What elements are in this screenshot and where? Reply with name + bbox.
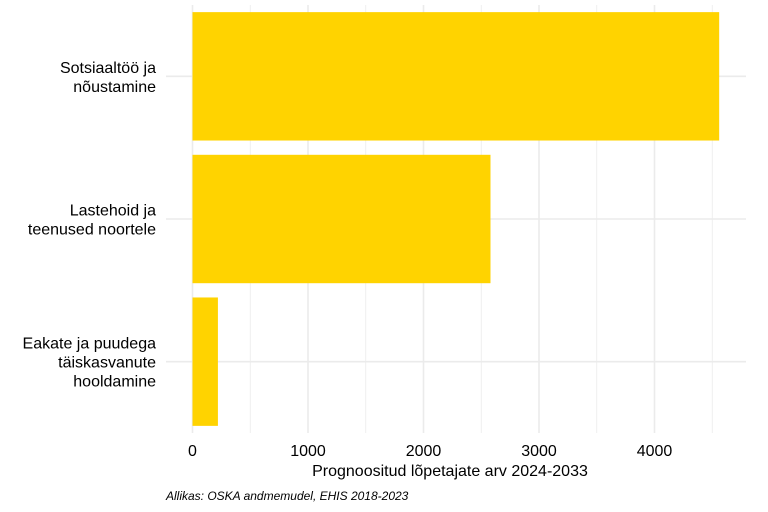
category-label-line: teenused noortele bbox=[28, 222, 156, 239]
x-tick-label: 2000 bbox=[406, 443, 442, 460]
category-label-line: täiskasvanute bbox=[58, 355, 156, 372]
bar bbox=[192, 297, 218, 426]
x-axis-title: Prognoositud lõpetajate arv 2024-2033 bbox=[312, 463, 588, 480]
x-tick-label: 0 bbox=[188, 443, 197, 460]
category-label-line: Eakate ja puudega bbox=[23, 336, 157, 353]
category-label: Sotsiaaltöö ja nõustamine bbox=[60, 60, 156, 96]
category-label-line: hooldamine bbox=[73, 374, 156, 391]
source-caption: Allikas: OSKA andmemudel, EHIS 2018-2023 bbox=[165, 489, 409, 503]
x-tick-label: 3000 bbox=[521, 443, 557, 460]
bars bbox=[192, 12, 720, 426]
category-labels: Sotsiaaltöö ja nõustamine Lastehoid ja teen… bbox=[23, 60, 157, 391]
category-label-line: Sotsiaaltöö ja bbox=[60, 60, 156, 77]
bar bbox=[192, 154, 491, 284]
x-tick-labels: 0 1000 2000 3000 4000 bbox=[188, 443, 672, 460]
category-label-line: Lastehoid ja bbox=[70, 203, 156, 220]
category-label: Eakate ja puudega täiskasvanute hooldamine bbox=[23, 336, 157, 391]
category-label: Lastehoid ja teenused noortele bbox=[28, 203, 156, 239]
category-label-line: nõustamine bbox=[73, 79, 156, 96]
bar bbox=[192, 12, 720, 141]
x-tick-label: 4000 bbox=[637, 443, 673, 460]
x-tick-label: 1000 bbox=[290, 443, 326, 460]
